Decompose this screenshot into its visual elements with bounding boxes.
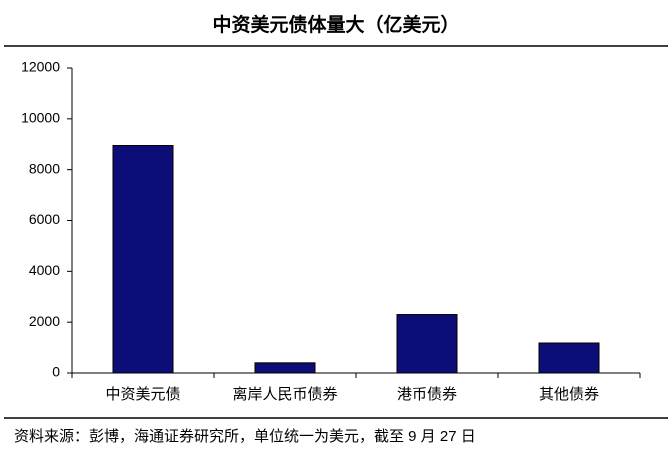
y-tick-label: 0 xyxy=(52,364,60,380)
y-tick-label: 4000 xyxy=(29,262,60,278)
y-tick-label: 2000 xyxy=(29,313,60,329)
y-tick-label: 10000 xyxy=(21,110,60,126)
y-tick-label: 12000 xyxy=(21,59,60,75)
bar xyxy=(254,362,316,374)
chart-title: 中资美元债体量大（亿美元） xyxy=(212,13,459,36)
y-tick-label: 6000 xyxy=(29,211,60,227)
bar xyxy=(538,342,600,374)
bar xyxy=(112,145,174,374)
bar xyxy=(396,314,458,374)
x-tick-label: 离岸人民币债券 xyxy=(232,386,337,403)
x-tick-label: 其他债券 xyxy=(539,386,599,403)
y-tick-label: 8000 xyxy=(29,160,60,176)
x-tick-label: 中资美元债 xyxy=(105,386,180,403)
source-note: 资料来源：彭博，海通证券研究所，单位统一为美元，截至 9 月 27 日 xyxy=(14,428,476,445)
x-tick-label: 港币债券 xyxy=(397,386,457,403)
